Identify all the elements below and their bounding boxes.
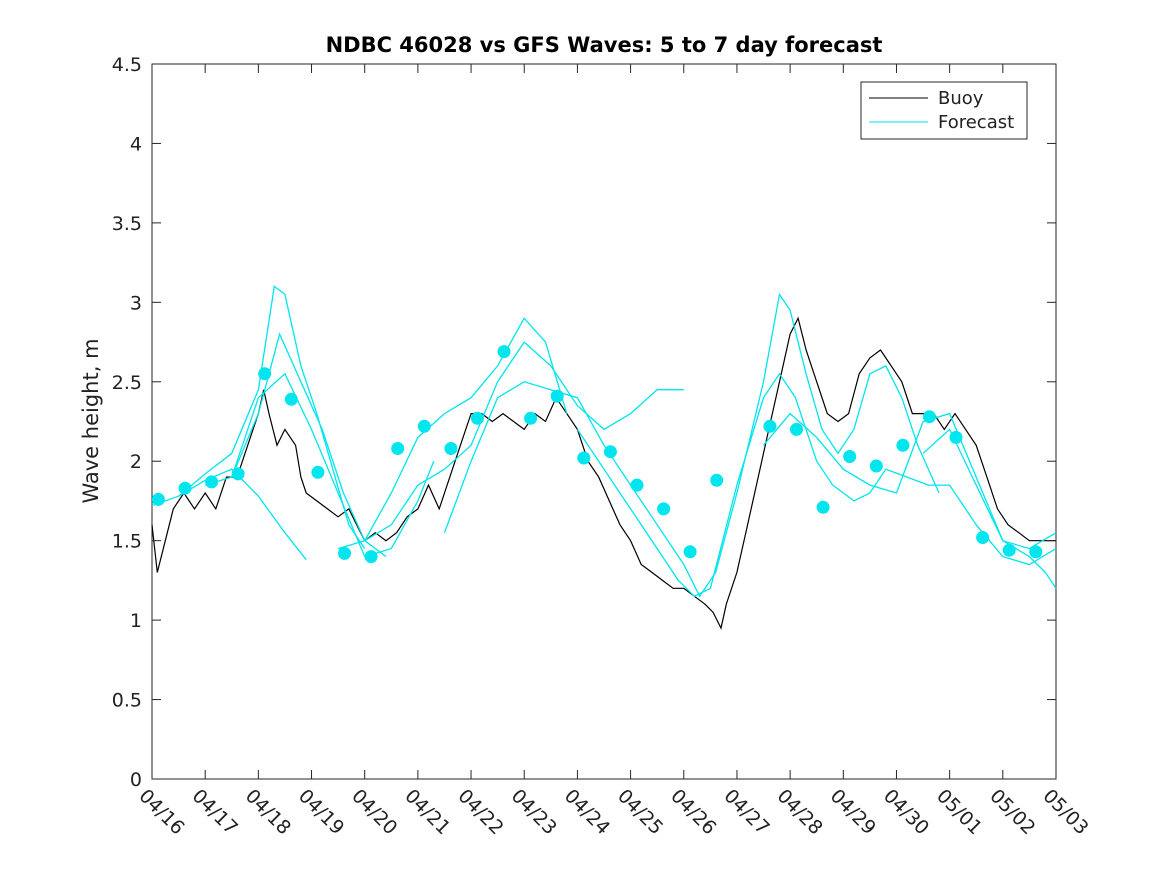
forecast-line-2 — [205, 332, 387, 558]
forecast-marker-27 — [896, 438, 910, 452]
forecast-marker-31 — [1002, 543, 1016, 557]
forecast-line-1 — [178, 285, 366, 549]
forecast-line-3 — [231, 372, 435, 558]
buoy-line — [151, 316, 1056, 630]
forecast-marker-22 — [763, 419, 777, 433]
forecast-marker-4 — [258, 367, 272, 381]
forecast-marker-3 — [231, 467, 245, 481]
y-tick-label-9: 4.5 — [112, 54, 142, 76]
x-tick-label-1: 04/17 — [188, 785, 242, 839]
forecast-marker-7 — [338, 546, 351, 560]
y-tick-label-4: 2 — [130, 451, 142, 473]
legend-label-forecast: Forecast — [938, 112, 1014, 133]
x-tick-label-8: 04/24 — [560, 785, 614, 839]
y-tick-label-8: 4 — [130, 133, 142, 155]
y-tick-label-3: 1.5 — [112, 531, 142, 553]
y-tick-label-7: 3.5 — [112, 213, 142, 235]
x-tick-label-17: 05/03 — [1038, 785, 1092, 839]
x-tick-label-13: 04/29 — [826, 785, 880, 839]
forecast-marker-11 — [444, 442, 458, 455]
forecast-marker-9 — [391, 442, 405, 455]
x-tick-label-12: 04/28 — [773, 785, 827, 839]
x-tick-label-3: 04/19 — [294, 785, 348, 839]
y-tick-label-6: 3 — [130, 292, 142, 314]
forecast-marker-16 — [577, 451, 591, 465]
y-axis-label: Wave height, m — [79, 338, 103, 503]
forecast-marker-15 — [550, 389, 564, 403]
forecast-marker-12 — [470, 411, 484, 425]
forecast-markers — [151, 345, 1043, 564]
forecast-marker-8 — [364, 550, 378, 564]
forecast-marker-5 — [284, 392, 298, 406]
forecast-marker-28 — [922, 410, 936, 424]
forecast-marker-6 — [311, 465, 325, 479]
plot-area — [151, 63, 1057, 780]
forecast-marker-1 — [178, 481, 192, 495]
forecast-marker-20 — [683, 545, 697, 559]
forecast-line-9 — [922, 428, 1057, 589]
forecast-line-6 — [443, 292, 940, 598]
forecast-line-7 — [576, 372, 1057, 598]
x-tick-label-14: 04/30 — [879, 785, 933, 839]
forecast-marker-24 — [816, 500, 830, 514]
x-tick-label-4: 04/20 — [347, 785, 401, 839]
x-tick-label-6: 04/22 — [454, 785, 508, 839]
forecast-marker-17 — [603, 445, 617, 459]
forecast-line-8 — [763, 412, 1057, 550]
forecast-marker-30 — [976, 531, 990, 544]
forecast-marker-23 — [790, 422, 803, 436]
forecast-marker-13 — [497, 345, 511, 359]
x-tick-label-16: 05/02 — [985, 785, 1039, 839]
legend: Buoy Forecast — [860, 81, 1028, 140]
forecast-marker-21 — [710, 473, 724, 487]
y-tick-label-5: 2.5 — [112, 372, 142, 394]
x-tick-label-11: 04/27 — [719, 785, 773, 839]
forecast-series — [151, 285, 1057, 598]
legend-box — [860, 81, 1028, 140]
forecast-line-5 — [364, 341, 684, 542]
chart-title: NDBC 46028 vs GFS Waves: 5 to 7 day fore… — [326, 33, 883, 57]
forecast-marker-26 — [869, 459, 883, 473]
x-tick-label-2: 04/18 — [241, 785, 295, 839]
forecast-marker-0 — [151, 492, 165, 506]
x-tick-label-7: 04/23 — [507, 785, 561, 839]
forecast-marker-19 — [657, 502, 671, 516]
buoy-series — [151, 316, 1056, 630]
forecast-marker-18 — [630, 478, 644, 492]
x-tick-label-0: 04/16 — [134, 785, 188, 839]
forecast-marker-2 — [205, 475, 219, 489]
forecast-marker-10 — [417, 419, 431, 433]
x-tick-label-9: 04/25 — [613, 785, 667, 839]
forecast-marker-32 — [1029, 545, 1043, 559]
x-tick-label-15: 05/01 — [932, 785, 986, 839]
y-tick-label-0: 0 — [130, 769, 142, 791]
y-tick-label-1: 0.5 — [112, 690, 142, 712]
legend-label-buoy: Buoy — [938, 88, 984, 109]
forecast-marker-25 — [843, 450, 857, 463]
forecast-line-4 — [337, 317, 568, 550]
x-tick-label-5: 04/21 — [400, 785, 454, 839]
forecast-marker-14 — [524, 411, 538, 425]
x-tick-label-10: 04/26 — [666, 785, 720, 839]
forecast-marker-29 — [949, 430, 963, 444]
y-tick-label-2: 1 — [130, 610, 142, 632]
